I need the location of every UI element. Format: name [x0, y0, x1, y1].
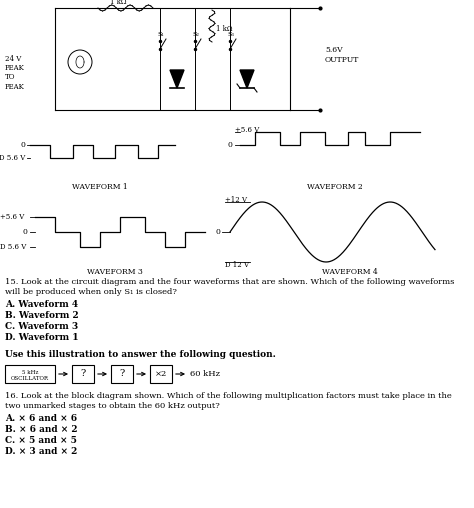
Text: B. Waveform 2: B. Waveform 2	[5, 311, 79, 320]
Text: +5.6 V: +5.6 V	[235, 126, 259, 134]
Text: ?: ?	[81, 369, 86, 378]
Text: S₃: S₃	[227, 32, 234, 37]
Text: +5.6 V: +5.6 V	[0, 213, 24, 221]
Text: 16. Look at the block diagram shown. Which of the following multiplication facto: 16. Look at the block diagram shown. Whi…	[5, 392, 452, 400]
Text: B. × 6 and × 2: B. × 6 and × 2	[5, 425, 78, 434]
Bar	[72, 365, 94, 383]
Text: 0: 0	[22, 228, 27, 236]
Text: +12 V: +12 V	[225, 196, 247, 204]
Text: D 12 V: D 12 V	[225, 261, 249, 269]
Polygon shape	[170, 70, 184, 88]
Text: 1 kΩ: 1 kΩ	[110, 0, 126, 6]
Text: 0: 0	[227, 141, 232, 149]
Text: D 5.6 V: D 5.6 V	[0, 154, 25, 162]
Polygon shape	[240, 70, 254, 88]
Text: ×2: ×2	[155, 370, 167, 378]
Text: C. × 5 and × 5: C. × 5 and × 5	[5, 436, 77, 445]
Text: WAVEFORM 2: WAVEFORM 2	[307, 183, 363, 191]
Bar	[150, 365, 172, 383]
Text: C. Waveform 3: C. Waveform 3	[5, 322, 78, 331]
Text: 24 V
PEAK
TO
PEAK: 24 V PEAK TO PEAK	[5, 55, 25, 90]
Text: 0: 0	[215, 228, 220, 236]
Text: 0: 0	[20, 141, 25, 149]
Text: 1 kΩ: 1 kΩ	[216, 25, 233, 33]
Text: will be produced when only S₁ is closed?: will be produced when only S₁ is closed?	[5, 288, 177, 296]
Text: 60 kHz: 60 kHz	[190, 370, 220, 378]
Bar	[5, 365, 55, 383]
Text: D. × 3 and × 2: D. × 3 and × 2	[5, 447, 77, 456]
Text: D 5.6 V: D 5.6 V	[0, 243, 26, 251]
Text: S₂: S₂	[192, 32, 199, 37]
Text: WAVEFORM 1: WAVEFORM 1	[72, 183, 128, 191]
Text: Use this illustration to answer the following question.: Use this illustration to answer the foll…	[5, 350, 276, 359]
Text: 5 kHz
OSCILLATOR: 5 kHz OSCILLATOR	[11, 370, 49, 381]
Text: 15. Look at the circuit diagram and the four waveforms that are shown. Which of : 15. Look at the circuit diagram and the …	[5, 278, 455, 286]
Text: ?: ?	[119, 369, 125, 378]
Text: WAVEFORM 4: WAVEFORM 4	[322, 268, 378, 276]
Text: WAVEFORM 3: WAVEFORM 3	[87, 268, 143, 276]
Text: A. Waveform 4: A. Waveform 4	[5, 300, 78, 309]
Text: S₁: S₁	[157, 32, 164, 37]
Bar	[111, 365, 133, 383]
Text: A. × 6 and × 6: A. × 6 and × 6	[5, 414, 77, 423]
Text: D. Waveform 1: D. Waveform 1	[5, 333, 79, 342]
Text: 5.6V
OUTPUT: 5.6V OUTPUT	[325, 46, 359, 64]
Text: two unmarked stages to obtain the 60 kHz output?: two unmarked stages to obtain the 60 kHz…	[5, 402, 220, 410]
